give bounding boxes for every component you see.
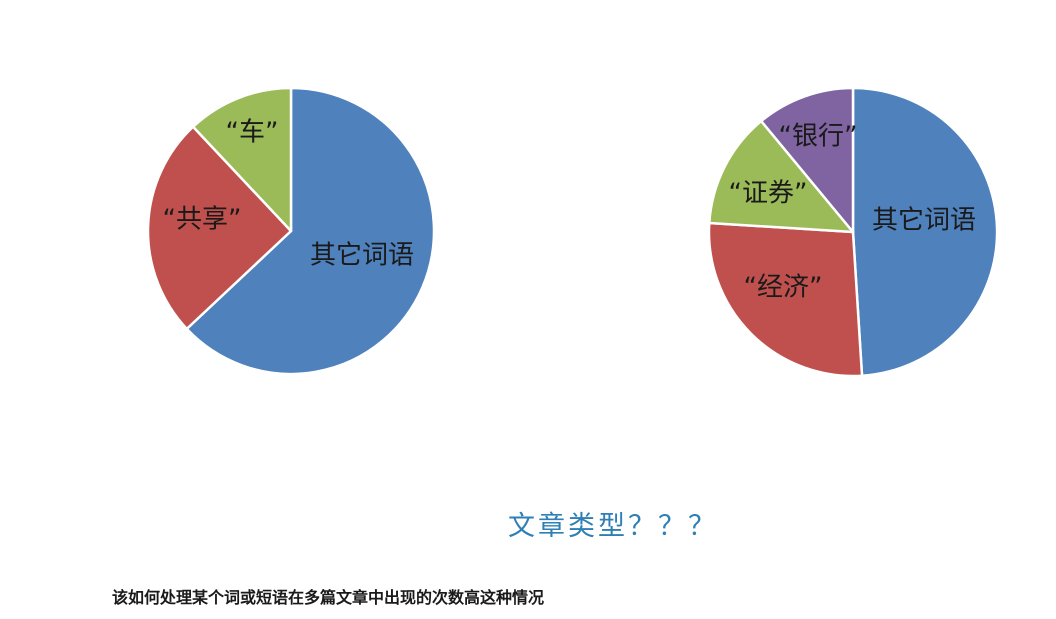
pie-1-slice-label-2: “证券”	[729, 179, 808, 209]
pie-1-slice-3	[759, 86, 855, 234]
pie-1-slice-label-1: “经济”	[744, 273, 823, 303]
pie-1-slice-label-0: 其它词语	[872, 206, 976, 236]
pie-0-slice-0	[185, 86, 436, 376]
pie-chart-left: 其它词语 “共享” “车”	[146, 86, 436, 376]
slide-caption: 该如何处理某个词或短语在多篇文章中出现的次数高这种情况	[112, 588, 545, 607]
pie-0-slice-label-1: “共享”	[163, 205, 242, 235]
pie-0-slice-label-0: 其它词语	[310, 241, 414, 271]
pie-1-slice-1	[707, 221, 864, 378]
pie-0-slice-label-2: “车”	[226, 118, 279, 148]
pie-1-slice-label-3: “银行”	[779, 122, 858, 152]
pie-chart-right: 其它词语 “经济” “证券” “银行”	[707, 86, 999, 378]
pie-0-slice-1	[146, 125, 293, 331]
pie-1-slice-2	[708, 119, 855, 234]
pie-0-slice-2	[191, 86, 293, 233]
article-type-question: 文章类型？？？	[508, 511, 718, 542]
pie-1-slice-0	[851, 86, 999, 377]
